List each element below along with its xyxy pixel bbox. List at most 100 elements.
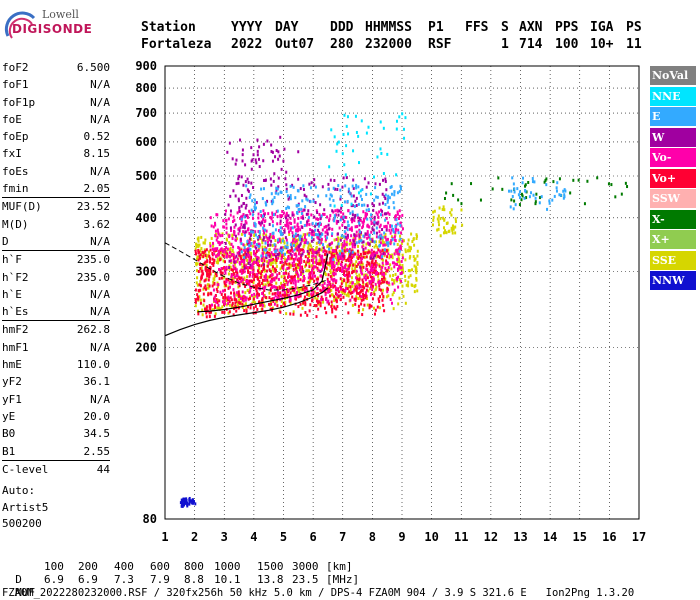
echo-point <box>203 299 206 303</box>
echo-point <box>243 309 246 313</box>
echo-point <box>378 306 381 310</box>
echo-point <box>285 289 288 293</box>
echo-point <box>215 248 218 252</box>
echo-point <box>252 252 255 256</box>
echo-point <box>353 204 356 208</box>
echo-point <box>303 241 306 245</box>
echo-point <box>254 252 257 256</box>
echo-point <box>396 210 399 214</box>
echo-point <box>406 283 409 287</box>
echo-point <box>262 267 265 271</box>
echo-point <box>340 236 343 240</box>
echo-point <box>221 232 224 236</box>
echo-point <box>240 193 243 197</box>
echo-point <box>332 272 335 276</box>
echo-point <box>351 267 354 271</box>
echo-point <box>384 193 387 197</box>
echo-point <box>525 196 528 200</box>
echo-point <box>202 287 205 291</box>
echo-point <box>304 255 307 259</box>
echo-point <box>335 261 338 265</box>
echo-point <box>285 211 288 215</box>
echo-point <box>307 219 310 223</box>
echo-point <box>220 276 223 280</box>
echo-point <box>237 232 240 236</box>
echo-point <box>204 253 207 257</box>
echo-point <box>205 263 208 267</box>
echo-point <box>311 248 314 252</box>
echo-point <box>303 193 306 197</box>
echo-point <box>294 244 297 248</box>
echo-point <box>416 254 419 258</box>
echo-point <box>234 238 237 242</box>
parameter-label: B0 <box>2 427 16 441</box>
echo-point <box>350 241 353 245</box>
echo-point <box>198 283 201 287</box>
echo-point <box>181 501 184 505</box>
echo-point <box>354 282 357 286</box>
echo-point <box>300 253 303 257</box>
echo-point <box>397 217 400 221</box>
echo-point <box>380 269 383 273</box>
echo-point <box>300 258 303 262</box>
echo-point <box>234 162 237 166</box>
parameter-row: foEs N/A <box>2 163 110 180</box>
echo-point <box>231 220 234 224</box>
echo-point <box>321 232 324 236</box>
legend-item-nne: NNE <box>650 86 696 106</box>
echo-point <box>513 199 516 203</box>
echo-point <box>350 258 353 262</box>
echo-point <box>256 261 259 265</box>
echo-point <box>240 268 243 272</box>
echo-point <box>239 216 242 220</box>
echo-point <box>262 209 265 213</box>
echo-point <box>274 270 277 274</box>
echo-point <box>365 214 368 218</box>
parameter-value: 44 <box>96 462 110 476</box>
parameter-value: N/A <box>90 112 110 126</box>
echo-point <box>279 286 282 290</box>
echo-point <box>209 244 212 248</box>
echo-point <box>443 196 446 200</box>
echo-point <box>185 498 188 502</box>
echo-point <box>288 232 291 236</box>
echo-point <box>393 235 396 239</box>
echo-point <box>461 223 464 227</box>
echo-point <box>380 151 383 155</box>
echo-point <box>375 211 378 215</box>
echo-point <box>376 195 379 199</box>
echo-point <box>261 238 264 242</box>
echo-point <box>335 251 338 255</box>
echo-point <box>195 244 198 248</box>
echo-point <box>266 260 269 264</box>
echo-point <box>339 256 342 260</box>
echo-point <box>302 233 305 237</box>
parameter-label: yF1 <box>2 392 22 406</box>
echo-point <box>324 252 327 256</box>
echo-point <box>216 283 219 287</box>
echo-point <box>248 279 251 283</box>
echo-point <box>197 239 200 243</box>
echo-point <box>335 237 338 241</box>
echo-point <box>246 279 249 283</box>
echo-point <box>196 237 199 241</box>
echo-point <box>329 214 332 218</box>
echo-point <box>190 499 193 503</box>
echo-point <box>293 218 296 222</box>
echo-point <box>296 245 299 249</box>
echo-point <box>284 177 287 181</box>
echo-point <box>398 249 401 253</box>
echo-point <box>364 274 367 278</box>
echo-point <box>261 269 264 273</box>
echo-point <box>368 280 371 284</box>
echo-point <box>531 180 534 184</box>
echo-point <box>237 285 240 289</box>
echo-point <box>340 260 343 264</box>
echo-point <box>358 230 361 234</box>
echo-point <box>370 214 373 218</box>
echo-point <box>261 251 264 255</box>
echo-point <box>271 253 274 257</box>
echo-point <box>229 194 232 198</box>
echo-point <box>299 272 302 276</box>
echo-point <box>393 238 396 242</box>
